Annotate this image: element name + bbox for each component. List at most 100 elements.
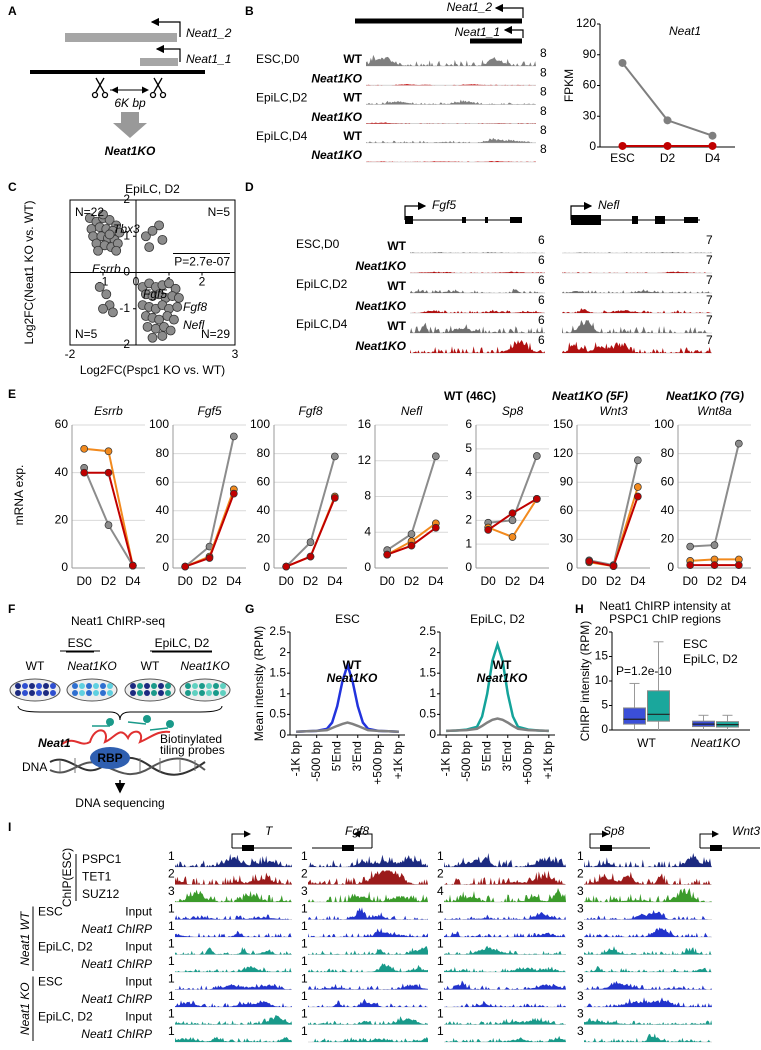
signal-track: [366, 54, 536, 66]
sample-label: ESC,D0: [296, 237, 340, 251]
track-scale: 6: [538, 273, 545, 287]
cell-dot: [22, 690, 28, 696]
y-tick-label: 100: [250, 417, 270, 431]
group-label: ESC: [68, 636, 93, 650]
y-tick-label: 40: [55, 465, 69, 479]
culture-dish: [9, 678, 61, 702]
gene-arrow: [231, 830, 251, 848]
track-scale: 1: [437, 972, 444, 986]
signal-track: [444, 980, 566, 990]
track-label: Input: [125, 940, 152, 954]
signal-track: [308, 963, 428, 972]
y-tick-label: 120: [576, 16, 596, 30]
signal-track: [444, 888, 566, 902]
y-tick-label: 20: [257, 532, 271, 546]
box: [623, 707, 646, 725]
cell-dot: [100, 690, 106, 696]
chart-title: Sp8: [502, 404, 524, 418]
cell-label: EpiLC, D2: [38, 1010, 93, 1024]
panel-letter: H: [575, 602, 584, 616]
genotype-label: Neat1KO: [67, 659, 116, 673]
y-tick-label: 1: [279, 686, 286, 700]
x-tick-label: -500 bp: [459, 741, 473, 782]
signal-track: [584, 853, 712, 867]
track-scale: 1: [301, 919, 308, 933]
cell-dot: [199, 690, 205, 696]
point: [111, 245, 122, 256]
point: [104, 215, 115, 225]
probe-label: Biotinylated: [160, 732, 222, 746]
track-label: Neat1 ChIRP: [81, 1027, 152, 1041]
cell-dot: [50, 683, 56, 689]
annotation: N=29: [201, 327, 230, 341]
isoform-label: Neat1_1: [455, 25, 500, 39]
cell-dot: [192, 683, 198, 689]
y-tick-label: 4: [465, 465, 472, 479]
cell-dot: [72, 690, 78, 696]
track-scale: 1: [437, 1024, 444, 1038]
track-scale: 1: [301, 849, 308, 863]
point: [708, 141, 717, 150]
x-tick-label: ESC: [610, 151, 635, 165]
y-tick-label: 60: [257, 474, 271, 488]
signal-track: [308, 870, 428, 885]
track-scale: 1: [437, 1007, 444, 1021]
x-tick-label: D2: [606, 574, 622, 588]
annotation: N=22: [75, 205, 104, 219]
x-tick-label: Neat1KO: [691, 736, 740, 750]
cell-dot: [220, 683, 226, 689]
point: [330, 452, 339, 461]
track-scale: 1: [168, 1024, 175, 1038]
sample-label: EpiLC,D4: [296, 317, 348, 331]
point: [98, 303, 108, 314]
x-tick-label: 3: [232, 347, 239, 361]
point: [609, 562, 618, 570]
y-tick-label: 0: [123, 265, 130, 279]
track-scale: 1: [168, 972, 175, 986]
y-tick-label: 0.5: [269, 707, 286, 721]
x-tick-label: D0: [177, 574, 193, 588]
culture-dish: [124, 678, 176, 702]
track-scale: 1: [301, 989, 308, 1003]
point: [164, 278, 174, 289]
point: [147, 332, 158, 343]
x-tick-label: -1K bp: [288, 741, 302, 777]
point: [306, 552, 315, 561]
x-tick-label: 2: [199, 275, 206, 289]
signal-track: [175, 889, 292, 902]
y-tick-label: 100: [149, 417, 169, 431]
exon: [242, 845, 254, 851]
cell-dot: [36, 683, 42, 689]
cell-dot: [107, 683, 113, 689]
panel-letter: E: [8, 387, 16, 401]
knockout-label: Neat1KO: [105, 144, 156, 158]
track-label: SUZ12: [82, 887, 120, 901]
point: [229, 432, 238, 441]
sample-label: EpiLC,D4: [256, 129, 308, 143]
point: [585, 557, 594, 566]
cell-dot: [192, 690, 198, 696]
y-tick-label: 0: [263, 560, 270, 574]
signal-track: [584, 1018, 712, 1025]
track-scale: 1: [577, 849, 584, 863]
chart-title: Wnt8a: [697, 404, 732, 418]
y-tick-label: 2.5: [419, 624, 436, 638]
y-tick-label: 5: [601, 698, 608, 712]
legend-label: Neat1KO: [477, 671, 528, 685]
deletion-diagram: [30, 17, 205, 138]
track-scale: 1: [301, 972, 308, 986]
annotation: N=5: [75, 327, 98, 341]
track-label: PSPC1: [82, 852, 122, 866]
point: [157, 331, 168, 341]
gene-model: [355, 3, 524, 44]
y-axis-label: Mean intensity (RPM): [252, 626, 266, 741]
y-tick-label: 20: [156, 532, 170, 546]
point: [147, 225, 158, 236]
x-tick-label: D4: [731, 574, 747, 588]
point: [98, 209, 108, 220]
point: [104, 468, 113, 477]
cell-dot: [15, 690, 21, 696]
point: [157, 234, 168, 245]
track-label: Neat1 ChIRP: [81, 992, 152, 1006]
y-tick-label: 40: [156, 503, 170, 517]
